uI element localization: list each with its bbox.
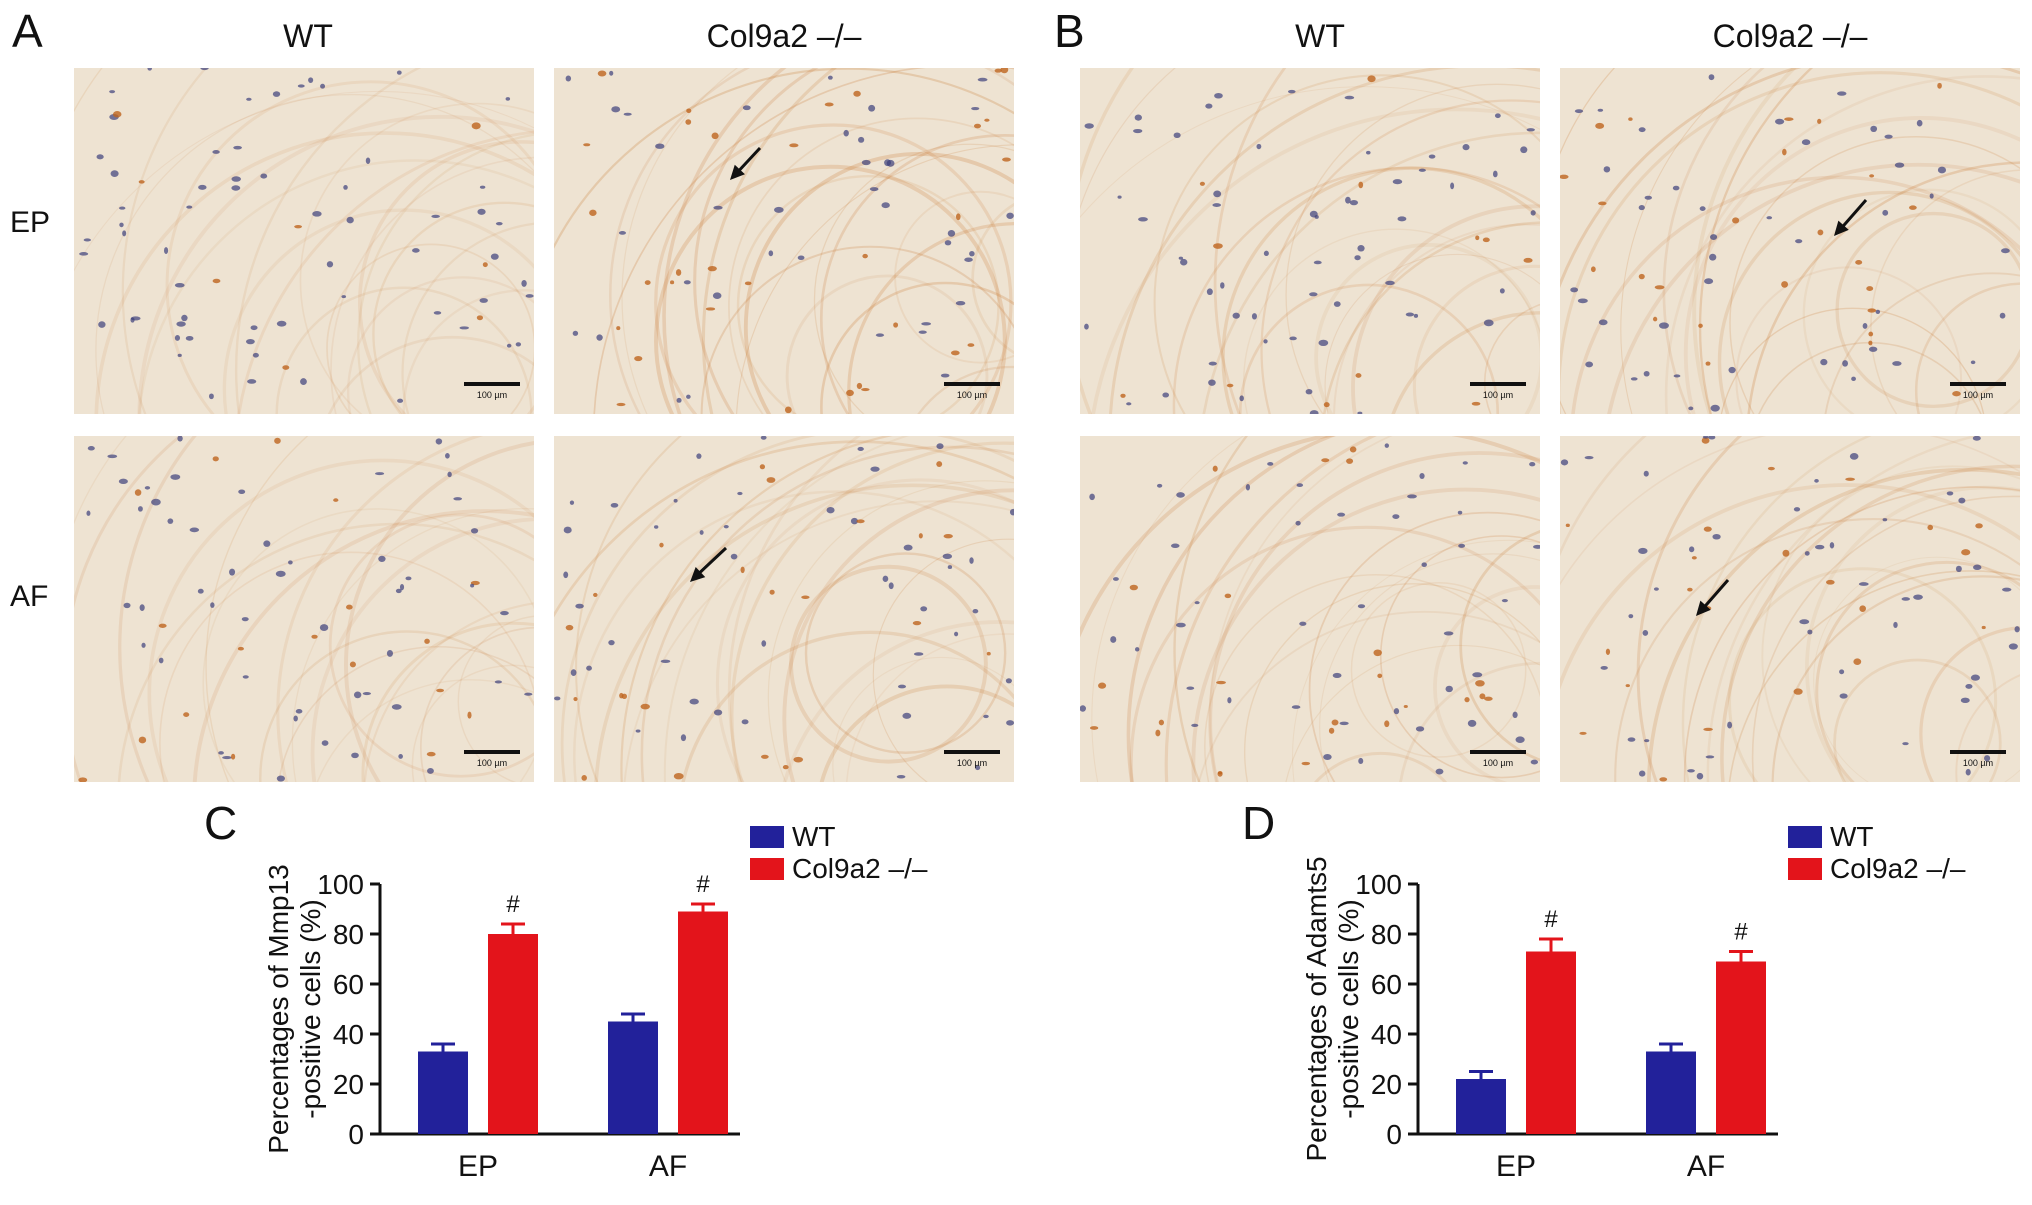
micrograph-a-ep-ko: 100 µm — [554, 68, 1014, 414]
y-tick-label: 0 — [1386, 1119, 1402, 1150]
y-tick-label: 40 — [1371, 1019, 1402, 1050]
scale-bar-label: 100 µm — [957, 390, 987, 400]
legend-swatch — [1788, 826, 1822, 848]
legend-swatch — [750, 858, 784, 880]
micrograph-b-af-ko: 100 µm — [1560, 436, 2020, 782]
micrograph-a-af-ko: 100 µm — [554, 436, 1014, 782]
chart-adamts5: Percentages of Adamts5-positive cells (%… — [1268, 810, 2028, 1200]
scale-bar-label: 100 µm — [1963, 390, 1993, 400]
y-tick-label: 60 — [333, 969, 364, 1000]
bar-ko-af — [678, 911, 728, 1134]
y-tick-label: 40 — [333, 1019, 364, 1050]
scale-bar-label: 100 µm — [477, 390, 507, 400]
legend-swatch — [750, 826, 784, 848]
legend-label: Col9a2 –/– — [1830, 853, 1966, 884]
x-tick-label-ep: EP — [1496, 1150, 1536, 1183]
bar-ko-ep — [1526, 951, 1576, 1134]
x-tick-label-ep: EP — [458, 1150, 498, 1183]
legend-label: WT — [1830, 821, 1874, 852]
legend-label: WT — [792, 821, 836, 852]
x-tick-label-af: AF — [649, 1150, 687, 1183]
y-axis-label: Percentages of Adamts5-positive cells (%… — [1301, 856, 1364, 1161]
scale-bar-label: 100 µm — [477, 758, 507, 768]
micrograph-b-ep-ko: 100 µm — [1560, 68, 2020, 414]
panel-letter-a: A — [12, 5, 43, 57]
legend-swatch — [1788, 858, 1822, 880]
bar-wt-af — [1646, 1051, 1696, 1134]
row-label-ep: EP — [10, 206, 51, 239]
row-label-af: AF — [10, 580, 49, 613]
y-tick-label: 60 — [1371, 969, 1402, 1000]
column-label-wt-b: WT — [1295, 18, 1345, 54]
micrograph-b-af-wt: 100 µm — [1080, 436, 1540, 782]
micrograph-a-af-wt: 100 µm — [74, 436, 534, 782]
y-tick-label: 100 — [317, 869, 364, 900]
scale-bar-label: 100 µm — [957, 758, 987, 768]
panel-letter-b: B — [1054, 5, 1085, 57]
significance-mark: # — [506, 891, 520, 918]
y-tick-label: 20 — [333, 1069, 364, 1100]
scale-bar-label: 100 µm — [1483, 390, 1513, 400]
bar-wt-ep — [418, 1051, 468, 1134]
bar-ko-af — [1716, 961, 1766, 1134]
column-label-wt-a: WT — [283, 18, 333, 54]
chart-adamts5-svg: Percentages of Adamts5-positive cells (%… — [1301, 821, 1966, 1183]
column-label-ko-b: Col9a2 –/– — [1712, 18, 1868, 54]
x-tick-label-af: AF — [1687, 1150, 1725, 1183]
chart-mmp13: Percentages of Mmp13-positive cells (%) 0… — [230, 810, 990, 1200]
legend-label: Col9a2 –/– — [792, 853, 928, 884]
panel-letter-c: C — [204, 797, 238, 849]
y-tick-label: 20 — [1371, 1069, 1402, 1100]
chart-mmp13-svg: Percentages of Mmp13-positive cells (%) 0… — [263, 821, 928, 1183]
bar-wt-af — [608, 1021, 658, 1134]
significance-mark: # — [1544, 906, 1558, 933]
panel-letter-d: D — [1242, 797, 1276, 849]
y-tick-label: 0 — [348, 1119, 364, 1150]
scale-bar-label: 100 µm — [1963, 758, 1993, 768]
y-axis-label: Percentages of Mmp13-positive cells (%) — [263, 864, 326, 1154]
y-tick-label: 100 — [1355, 869, 1402, 900]
significance-mark: # — [1734, 919, 1748, 946]
column-label-ko-a: Col9a2 –/– — [706, 18, 862, 54]
bar-wt-ep — [1456, 1079, 1506, 1134]
y-tick-label: 80 — [1371, 919, 1402, 950]
y-tick-label: 80 — [333, 919, 364, 950]
micrograph-a-ep-wt: 100 µm — [74, 68, 534, 414]
scale-bar-label: 100 µm — [1483, 758, 1513, 768]
significance-mark: # — [696, 871, 710, 898]
bar-ko-ep — [488, 934, 538, 1134]
micrograph-b-ep-wt: 100 µm — [1080, 68, 1540, 414]
